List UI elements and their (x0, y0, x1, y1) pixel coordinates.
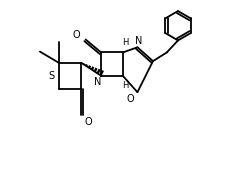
Text: N: N (94, 77, 101, 87)
Text: H: H (122, 81, 128, 90)
Text: N: N (135, 36, 142, 46)
Text: H: H (122, 38, 128, 48)
Text: O: O (126, 94, 134, 104)
Text: S: S (48, 71, 54, 81)
Text: O: O (73, 30, 80, 40)
Text: O: O (84, 117, 92, 127)
